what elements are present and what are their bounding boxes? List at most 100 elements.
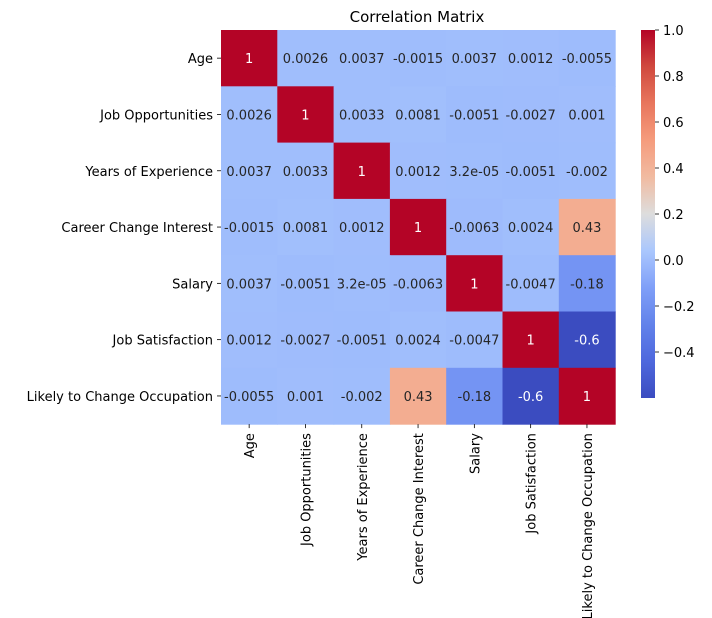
heatmap-cell-3-2 [333, 198, 391, 256]
cell-annotation-4-4: 1 [470, 277, 478, 292]
heatmap-cell-4-4 [446, 255, 504, 313]
cell-annotation-6-4: -0.18 [458, 390, 492, 405]
x-tick-label-5: Job Satisfaction [525, 433, 540, 534]
heatmap-cell-1-3 [389, 86, 447, 144]
x-axis-tick-labels: Age Job Opportunities Years of Experience C… [243, 424, 596, 618]
cell-annotation-0-5: 0.0012 [508, 52, 554, 67]
cell-annotation-5-6: -0.6 [574, 334, 599, 349]
heatmap-cell-3-1 [277, 198, 335, 256]
cell-annotation-1-4: -0.0051 [449, 108, 499, 123]
heatmap-cell-4-1 [277, 255, 335, 313]
heatmap-cell-0-4 [446, 30, 504, 87]
cell-annotation-2-2: 1 [358, 165, 366, 180]
colorbar-tick-label-3: 0.2 [663, 208, 684, 223]
cell-annotation-3-4: -0.0063 [449, 221, 499, 236]
heatmap-cell-6-5 [502, 367, 560, 425]
cell-annotation-4-3: -0.0063 [393, 277, 443, 292]
heatmap-cell-4-2 [333, 255, 391, 313]
y-tick-label-4: Salary [172, 277, 213, 292]
y-tick-label-1: Job Opportunities [99, 108, 213, 123]
cell-annotation-3-2: 0.0012 [339, 221, 385, 236]
heatmap-cell-1-4 [446, 86, 504, 144]
cell-annotation-4-1: -0.0051 [280, 277, 330, 292]
colorbar-tick-label-0: −0.4 [663, 346, 695, 361]
heatmap-cell-6-6 [558, 367, 616, 425]
cell-annotation-2-3: 0.0012 [395, 165, 441, 180]
heatmap-cell-0-2 [333, 30, 391, 87]
heatmap-cell-3-4 [446, 198, 504, 256]
heatmap-cell-2-6 [558, 142, 616, 200]
cell-annotation-4-2: 3.2e-05 [337, 277, 387, 292]
cell-annotation-6-3: 0.43 [404, 390, 433, 405]
colorbar-tick-label-2: 0.0 [663, 254, 684, 269]
heatmap-cell-4-5 [502, 255, 560, 313]
heatmap-cell-6-4 [446, 367, 504, 425]
cell-annotation-6-6: 1 [583, 390, 591, 405]
y-tick-label-5: Job Satisfaction [112, 334, 213, 349]
chart-title: Correlation Matrix [350, 8, 485, 26]
heatmap-cell-6-0 [221, 367, 278, 425]
heatmap-cell-1-1 [277, 86, 335, 144]
y-tick-label-0: Age [188, 52, 213, 67]
x-tick-label-6: Likely to Change Occupation [581, 433, 596, 618]
heatmap-cell-0-3 [389, 30, 447, 87]
colorbar-tick-label-5: 0.6 [663, 116, 684, 131]
cell-annotation-0-1: 0.0026 [283, 52, 329, 67]
heatmap-cell-0-1 [277, 30, 335, 87]
heatmap-cell-5-3 [389, 311, 447, 369]
cell-annotation-0-6: -0.0055 [562, 52, 612, 67]
cell-annotation-3-6: 0.43 [572, 221, 601, 236]
heatmap-cell-4-6 [558, 255, 616, 313]
cell-annotation-6-2: -0.002 [341, 390, 383, 405]
heatmap-cell-6-2 [333, 367, 391, 425]
cell-annotation-6-1: 0.001 [287, 390, 324, 405]
cell-annotation-0-0: 1 [245, 52, 253, 67]
heatmap-cell-2-5 [502, 142, 560, 200]
x-tick-label-3: Career Change Interest [412, 433, 427, 585]
heatmap-cell-4-0 [221, 255, 278, 313]
colorbar-tick-label-7: 1.0 [663, 24, 684, 39]
cell-annotation-2-6: -0.002 [566, 165, 608, 180]
heatmap-cell-2-0 [221, 142, 278, 200]
heatmap-cells: 1 0.0026 0.0037 -0.0015 0.0037 0.0012 -0.0055 0… [221, 30, 616, 425]
heatmap-cell-6-1 [277, 367, 335, 425]
x-tick-label-2: Years of Experience [356, 433, 371, 562]
heatmap-cell-1-0 [221, 86, 278, 144]
heatmap-cell-5-5 [502, 311, 560, 369]
heatmap-cell-5-0 [221, 311, 278, 369]
heatmap-cell-2-4 [446, 142, 504, 200]
x-tick-label-1: Job Opportunities [299, 433, 314, 547]
cell-annotation-5-1: -0.0027 [280, 334, 330, 349]
heatmap-cell-6-3 [389, 367, 447, 425]
cell-annotation-2-5: -0.0051 [506, 165, 556, 180]
heatmap-cell-2-3 [389, 142, 447, 200]
cell-annotation-1-5: -0.0027 [506, 108, 556, 123]
heatmap-cell-5-1 [277, 311, 335, 369]
heatmap-cell-3-3 [389, 198, 447, 256]
cell-annotation-3-1: 0.0081 [283, 221, 329, 236]
cell-annotation-6-0: -0.0055 [224, 390, 274, 405]
y-tick-label-2: Years of Experience [84, 165, 213, 180]
heatmap-cell-2-1 [277, 142, 335, 200]
heatmap-cell-1-6 [558, 86, 616, 144]
cell-annotation-0-3: -0.0015 [393, 52, 443, 67]
x-tick-label-0: Age [243, 433, 258, 458]
heatmap-cell-1-2 [333, 86, 391, 144]
heatmap-cell-3-6 [558, 198, 616, 256]
heatmap-cell-3-0 [221, 198, 278, 256]
cell-annotation-6-5: -0.6 [518, 390, 543, 405]
y-tick-label-3: Career Change Interest [61, 221, 213, 236]
cell-annotation-4-6: -0.18 [570, 277, 604, 292]
cell-annotation-1-2: 0.0033 [339, 108, 385, 123]
cell-annotation-3-5: 0.0024 [508, 221, 554, 236]
cell-annotation-2-0: 0.0037 [226, 165, 272, 180]
cell-annotation-5-4: -0.0047 [449, 334, 499, 349]
cell-annotation-1-3: 0.0081 [395, 108, 441, 123]
heatmap-cell-1-5 [502, 86, 560, 144]
cell-annotation-1-0: 0.0026 [226, 108, 272, 123]
cell-annotation-1-1: 1 [301, 108, 309, 123]
cell-annotation-4-5: -0.0047 [506, 277, 556, 292]
cell-annotation-3-3: 1 [414, 221, 422, 236]
heatmap-cell-2-2 [333, 142, 391, 200]
